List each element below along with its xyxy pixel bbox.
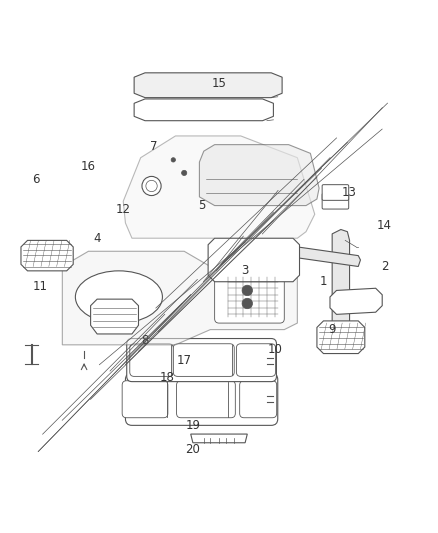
Text: 14: 14 (377, 219, 392, 232)
Circle shape (142, 176, 161, 196)
Text: 1: 1 (320, 275, 327, 288)
Polygon shape (91, 299, 138, 334)
Polygon shape (21, 240, 73, 271)
Polygon shape (317, 321, 365, 353)
FancyBboxPatch shape (177, 381, 235, 418)
Text: 11: 11 (33, 280, 48, 293)
Text: 19: 19 (185, 419, 201, 432)
Polygon shape (208, 238, 300, 282)
Text: 15: 15 (212, 77, 226, 90)
FancyBboxPatch shape (122, 381, 168, 418)
Polygon shape (134, 99, 273, 120)
Polygon shape (332, 230, 350, 332)
Text: 7: 7 (150, 140, 158, 154)
Polygon shape (199, 144, 319, 206)
Text: 18: 18 (159, 371, 174, 384)
FancyBboxPatch shape (322, 184, 349, 200)
Polygon shape (62, 251, 297, 345)
FancyBboxPatch shape (237, 344, 276, 376)
Text: 10: 10 (268, 343, 283, 356)
Circle shape (171, 158, 176, 162)
Circle shape (182, 171, 187, 175)
Text: 2: 2 (381, 260, 388, 273)
Polygon shape (123, 136, 315, 238)
Polygon shape (134, 73, 282, 98)
Circle shape (242, 285, 253, 296)
FancyBboxPatch shape (130, 344, 173, 376)
Text: 16: 16 (81, 160, 96, 173)
FancyBboxPatch shape (127, 338, 276, 382)
Text: 5: 5 (198, 199, 205, 212)
FancyBboxPatch shape (215, 271, 284, 323)
Ellipse shape (75, 271, 162, 323)
Polygon shape (297, 247, 360, 266)
Polygon shape (191, 434, 247, 443)
Text: 20: 20 (185, 443, 200, 456)
Text: 17: 17 (177, 353, 192, 367)
Text: 6: 6 (32, 173, 40, 186)
FancyBboxPatch shape (322, 193, 349, 209)
Text: 12: 12 (116, 204, 131, 216)
Circle shape (146, 180, 157, 192)
Text: 13: 13 (342, 186, 357, 199)
Text: 4: 4 (93, 232, 101, 245)
FancyBboxPatch shape (173, 344, 234, 376)
Text: 9: 9 (328, 323, 336, 336)
FancyBboxPatch shape (125, 373, 278, 425)
Circle shape (242, 298, 253, 309)
Text: 8: 8 (141, 334, 148, 347)
Text: 3: 3 (241, 264, 249, 277)
FancyBboxPatch shape (240, 381, 277, 418)
Polygon shape (330, 288, 382, 314)
